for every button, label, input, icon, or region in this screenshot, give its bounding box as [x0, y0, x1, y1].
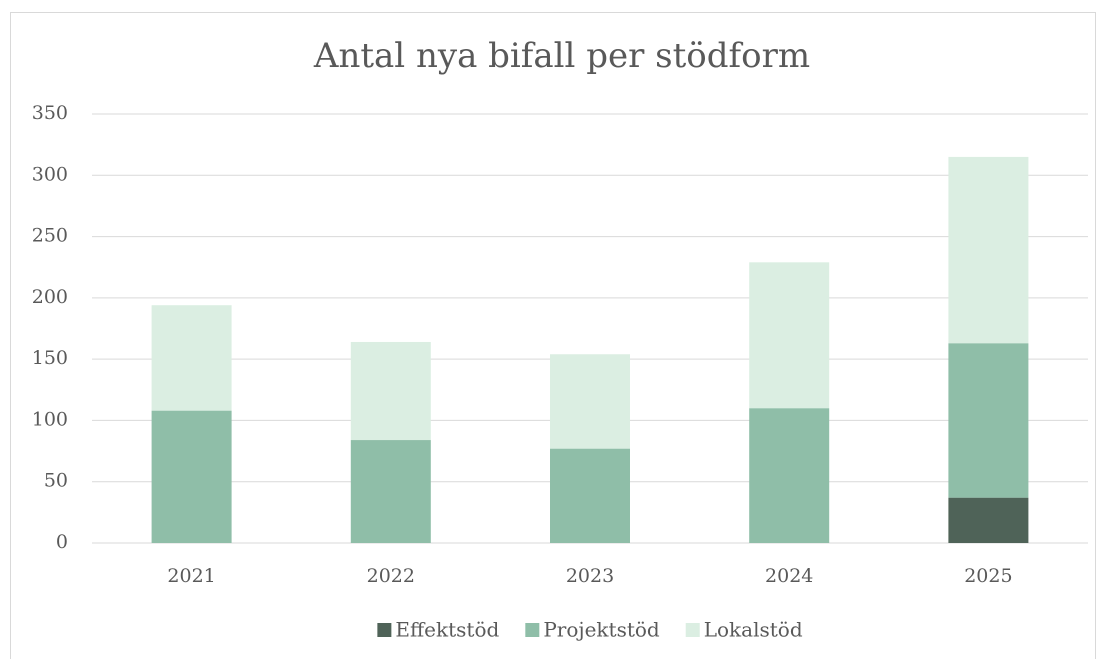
y-tick-label: 250 — [32, 225, 68, 247]
x-tick-label: 2022 — [367, 565, 415, 587]
bar-segment — [151, 410, 232, 543]
legend-label: Effektstöd — [395, 618, 499, 642]
legend-swatch — [377, 623, 392, 637]
bar-segment — [350, 341, 431, 441]
bar-segment — [948, 156, 1029, 344]
bar-segment — [749, 408, 830, 543]
bar-segment — [749, 262, 830, 409]
legend-swatch — [685, 623, 700, 637]
y-tick-label: 150 — [32, 347, 68, 369]
y-tick-label: 300 — [32, 163, 68, 185]
x-tick-label: 2023 — [566, 565, 614, 587]
y-tick-label: 350 — [32, 102, 68, 124]
legend-swatch — [525, 623, 540, 637]
bar-segment — [948, 343, 1029, 498]
y-tick-label: 50 — [44, 470, 68, 492]
y-tick-label: 0 — [56, 531, 68, 553]
bar-segment — [350, 440, 431, 543]
x-tick-label: 2025 — [964, 565, 1012, 587]
legend-label: Lokalstöd — [704, 618, 803, 642]
chart-title: Antal nya bifall per stödform — [313, 36, 810, 76]
bar-segment — [550, 354, 630, 449]
legend-label: Projektstöd — [543, 618, 660, 642]
bar-segment — [550, 448, 630, 543]
x-tick-label: 2024 — [765, 565, 813, 587]
bar-segment — [948, 497, 1029, 543]
x-tick-label: 2021 — [167, 565, 215, 587]
bar-segment — [151, 305, 232, 411]
y-tick-label: 200 — [32, 286, 68, 308]
y-tick-label: 100 — [32, 408, 68, 430]
